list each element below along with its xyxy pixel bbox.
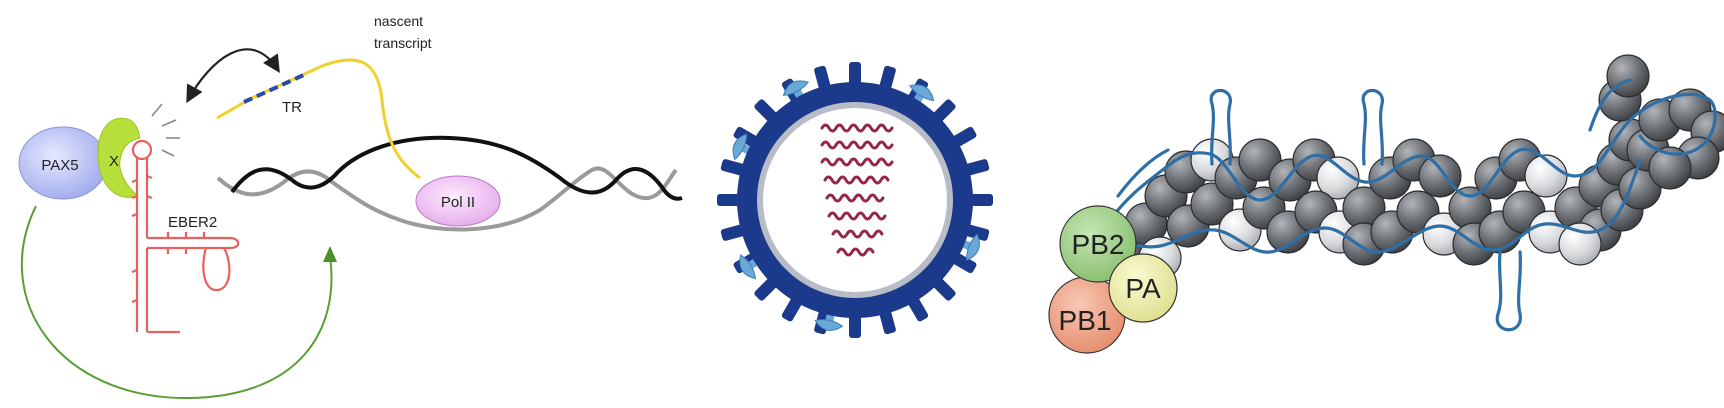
x-factor-crescent	[97, 117, 141, 198]
vrna-segment	[836, 247, 875, 257]
vrna-segment	[831, 229, 884, 239]
panel-virion	[717, 62, 993, 338]
rna-strand	[1073, 78, 1717, 332]
dna-strand-grey	[216, 166, 678, 232]
vrna-segment	[820, 140, 894, 150]
tr-label: TR	[282, 99, 302, 116]
feedback-arrowhead	[323, 246, 337, 262]
x-factor-label: X	[109, 153, 119, 170]
nucleoprotein-sphere	[1648, 146, 1692, 190]
vrna-segment	[823, 175, 890, 185]
vrna-segment	[820, 123, 894, 133]
glycoprotein-head	[782, 80, 810, 96]
feedback-arrow	[20, 205, 333, 400]
pax5-label: PAX5	[41, 157, 78, 174]
glycoprotein-head	[739, 254, 757, 280]
glycoprotein-head	[814, 319, 844, 331]
glycoprotein-head	[732, 133, 748, 161]
nucleoprotein-sphere	[1418, 154, 1462, 198]
eber2-rna-structure	[131, 139, 240, 334]
signal-rays	[151, 103, 180, 157]
interaction-double-arrow	[186, 48, 280, 104]
panel-rnp-complex: PB2 PA PB1	[1048, 54, 1724, 354]
nascent-transcript-label-line1: nascent	[374, 13, 423, 29]
pa-subunit	[1108, 253, 1178, 323]
pol-ii-enzyme	[415, 175, 501, 227]
eber2-label: EBER2	[168, 214, 217, 231]
glycoprotein-head	[966, 233, 980, 261]
vrna-segment	[827, 211, 887, 221]
pb2-subunit	[1059, 205, 1137, 283]
glycoprotein-head	[909, 84, 935, 102]
virion-rna-segments	[820, 123, 894, 257]
nascent-transcript-strand	[216, 58, 421, 180]
vrna-segment	[825, 193, 885, 203]
pol-ii-label: Pol II	[441, 194, 475, 211]
pb2-label: PB2	[1072, 229, 1125, 260]
nucleoprotein-sphere	[1238, 138, 1282, 182]
panel-ebv-transcription: Pol II PAX5 X	[18, 13, 683, 400]
vrna-segment	[820, 157, 894, 167]
nascent-transcript-label-line2: transcript	[374, 35, 432, 51]
nucleoprotein-sphere	[1316, 156, 1360, 200]
dna-strand-black	[230, 135, 683, 201]
nucleoprotein-sphere	[1558, 222, 1602, 266]
pb1-label: PB1	[1059, 305, 1112, 336]
nucleoprotein-spheres	[1100, 54, 1724, 280]
pa-label: PA	[1125, 273, 1161, 304]
